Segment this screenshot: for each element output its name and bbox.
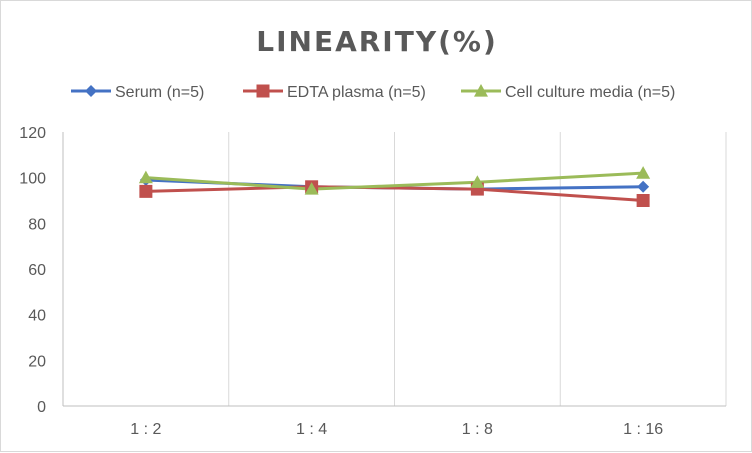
legend: Serum (n=5) EDTA plasma (n=5) Cell culture… — [71, 84, 675, 101]
y-tick-label: 80 — [28, 216, 46, 233]
legend-marker — [256, 84, 270, 98]
y-tick-label: 60 — [28, 262, 46, 279]
data-point — [636, 166, 651, 179]
grid-lines — [228, 132, 561, 406]
x-tick-label: 1 : 16 — [623, 421, 663, 438]
series-line — [145, 185, 644, 202]
y-tick-label: 0 — [37, 399, 46, 416]
data-point — [470, 175, 485, 188]
data-point — [138, 170, 153, 184]
x-tick-label: 1 : 8 — [462, 421, 493, 438]
y-tick-label: 40 — [28, 308, 46, 325]
data-point — [637, 180, 650, 193]
legend-marker — [474, 84, 488, 97]
y-tick-label: 100 — [19, 171, 46, 188]
data-point — [304, 182, 319, 195]
legend-marker — [85, 85, 97, 97]
legend-label: Cell culture media (n=5) — [505, 84, 675, 101]
series-line — [145, 171, 644, 191]
chart-title: LINEARITY(%) — [256, 25, 498, 58]
axes: 0 20 40 60 80 100 120 1 : 2 1 : 4 1 : 8 1 : 16 — [19, 125, 727, 438]
data-point — [636, 194, 650, 207]
data-point — [139, 184, 153, 198]
y-tick-label: 120 — [19, 125, 46, 142]
legend-label: Serum (n=5) — [115, 84, 204, 101]
x-tick-label: 1 : 4 — [296, 421, 327, 438]
y-tick-label: 20 — [28, 353, 46, 370]
series-group — [138, 166, 651, 207]
x-tick-label: 1 : 2 — [130, 421, 161, 438]
legend-label: EDTA plasma (n=5) — [287, 84, 426, 101]
